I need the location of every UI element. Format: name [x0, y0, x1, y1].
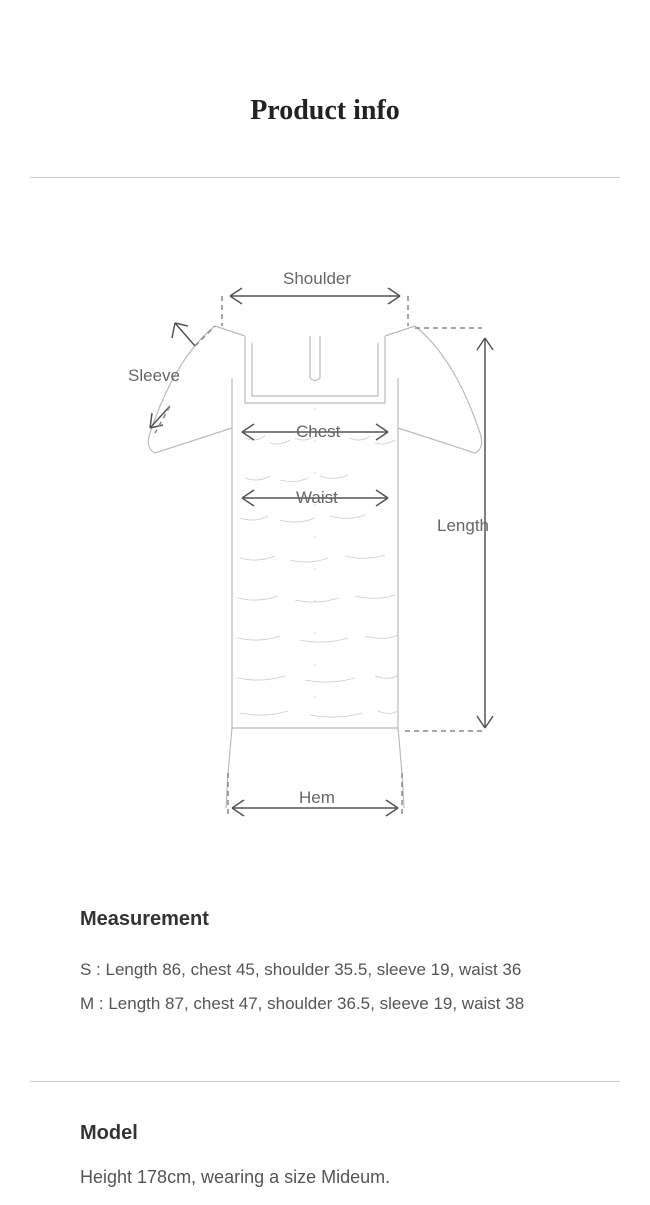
label-chest: Chest — [296, 422, 340, 442]
divider-top — [30, 177, 620, 178]
measurement-section: Measurement S : Length 86, chest 45, sho… — [0, 868, 650, 1021]
garment-diagram: Shoulder Sleeve Chest Waist Length Hem — [0, 218, 650, 868]
label-waist: Waist — [296, 488, 338, 508]
label-length: Length — [437, 516, 489, 536]
model-section: Model Height 178cm, wearing a size Mideu… — [0, 1082, 650, 1188]
label-sleeve: Sleeve — [128, 366, 180, 386]
measurement-heading: Measurement — [80, 908, 570, 931]
garment-svg — [0, 218, 650, 868]
label-hem: Hem — [299, 788, 335, 808]
model-heading: Model — [80, 1122, 570, 1145]
label-shoulder: Shoulder — [283, 269, 351, 289]
model-text: Height 178cm, wearing a size Mideum. — [80, 1167, 570, 1188]
measurement-line-m: M : Length 87, chest 47, shoulder 36.5, … — [80, 987, 570, 1021]
measurement-line-s: S : Length 86, chest 45, shoulder 35.5, … — [80, 953, 570, 987]
page-title: Product info — [0, 0, 650, 177]
